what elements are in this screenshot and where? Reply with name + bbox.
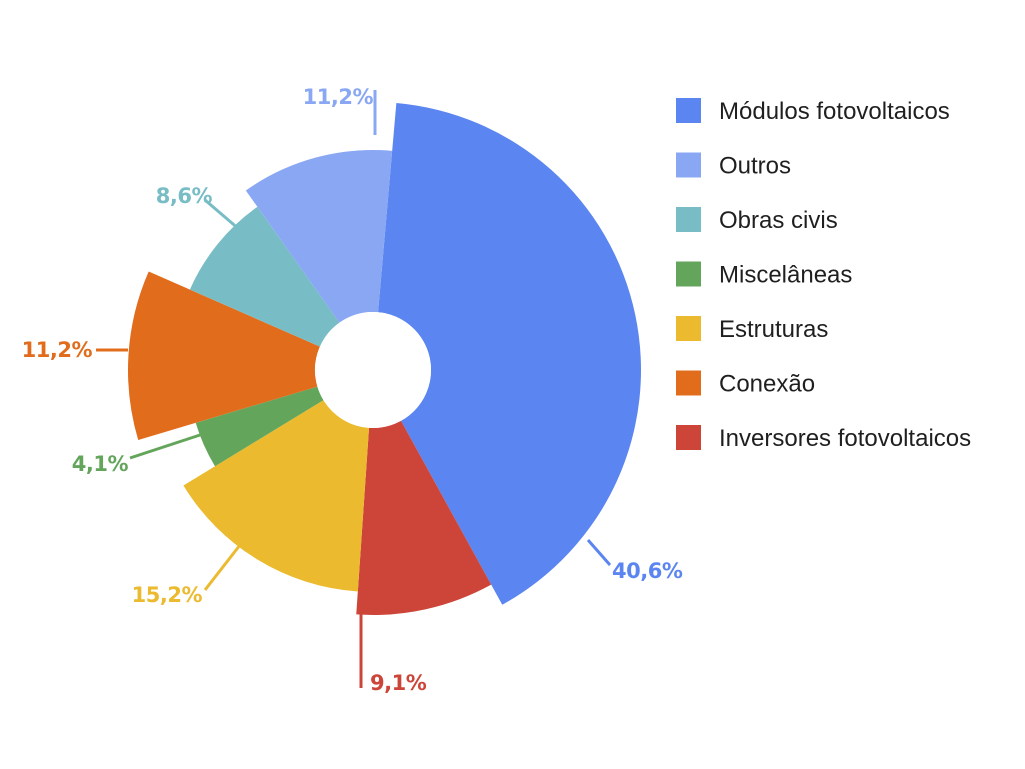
pie-slice-inversores-fotovoltaicos bbox=[356, 420, 492, 615]
legend-swatch bbox=[676, 261, 701, 287]
data-label-obras-civis: 8,6% bbox=[156, 184, 213, 208]
pie-slice-outros bbox=[245, 150, 393, 323]
legend-swatch bbox=[676, 207, 701, 232]
legend-label: Estruturas bbox=[719, 316, 828, 343]
legend-label: Módulos fotovoltaicos bbox=[719, 98, 950, 125]
legend-label: Obras civis bbox=[719, 207, 838, 234]
legend-label: Miscelâneas bbox=[719, 262, 852, 289]
legend: Módulos fotovoltaicos Outros Obras civis Mi… bbox=[676, 98, 971, 452]
pie-slice-obras-civis bbox=[189, 206, 340, 347]
data-label-estruturas: 15,2% bbox=[132, 583, 203, 607]
legend-swatch bbox=[676, 98, 701, 123]
legend-item-conexao: Conexão bbox=[676, 370, 815, 398]
legend-swatch bbox=[676, 425, 701, 450]
pie-slice-miscelaneas bbox=[195, 386, 324, 467]
donut-hole bbox=[315, 312, 431, 428]
leader-line-miscelaneas bbox=[129, 433, 201, 460]
legend-swatch bbox=[676, 370, 701, 396]
leader-line-estruturas bbox=[203, 544, 242, 591]
data-label-miscelaneas: 4,1% bbox=[72, 452, 129, 476]
legend-item-miscelaneas: Miscelâneas bbox=[676, 261, 852, 289]
pie-slice-conexao bbox=[128, 271, 320, 440]
pie-slice-estruturas bbox=[183, 400, 370, 592]
leader-line-modulos-fotovoltaicos bbox=[586, 539, 612, 566]
data-label-outros: 11,2% bbox=[303, 85, 374, 109]
leader-line-obras-civis bbox=[204, 198, 241, 232]
legend-label: Inversores fotovoltaicos bbox=[719, 425, 971, 452]
legend-item-modulos-fotovoltaicos: Módulos fotovoltaicos bbox=[676, 98, 950, 125]
pie-slice-modulos-fotovoltaicos bbox=[378, 103, 641, 605]
legend-item-inversores-fotovoltaicos: Inversores fotovoltaicos bbox=[676, 425, 971, 452]
legend-swatch bbox=[676, 152, 701, 178]
data-label-inversores-fotovoltaicos: 9,1% bbox=[370, 671, 427, 695]
legend-item-outros: Outros bbox=[676, 152, 791, 180]
legend-item-estruturas: Estruturas bbox=[676, 316, 828, 343]
data-label-modulos-fotovoltaicos: 40,6% bbox=[612, 559, 683, 583]
data-label-conexao: 11,2% bbox=[22, 338, 93, 362]
legend-item-obras-civis: Obras civis bbox=[676, 207, 838, 234]
legend-label: Outros bbox=[719, 153, 791, 180]
legend-label: Conexão bbox=[719, 371, 815, 398]
legend-swatch bbox=[676, 316, 701, 341]
